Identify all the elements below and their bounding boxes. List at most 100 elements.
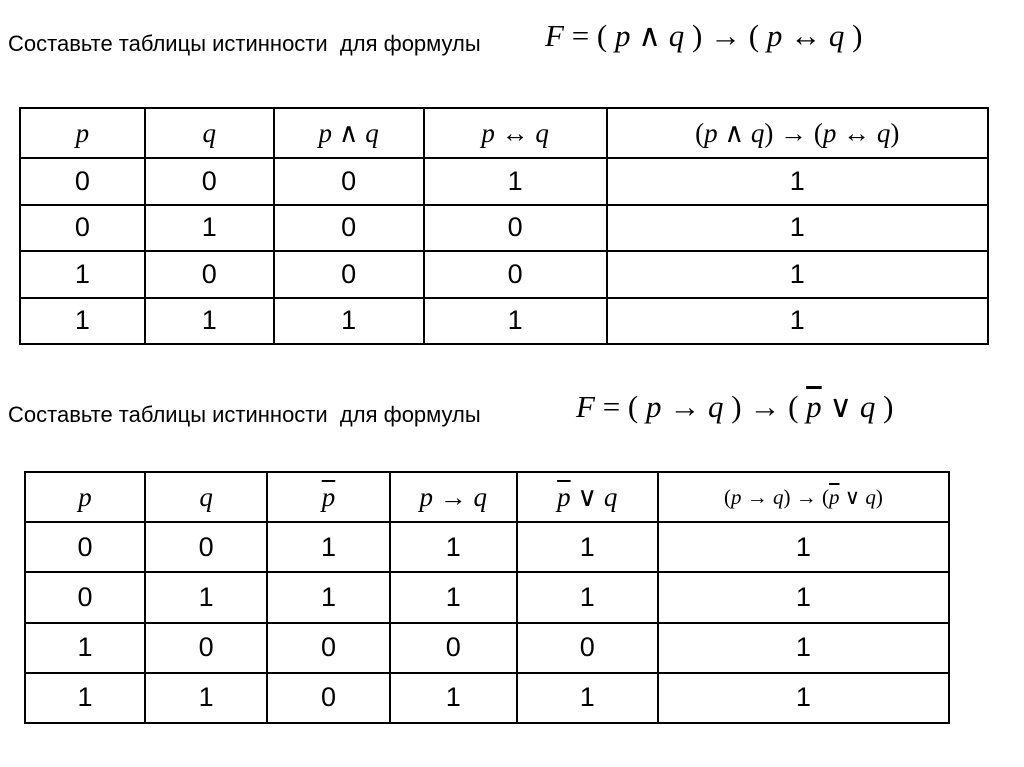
- truth-value-cell: 1: [144, 571, 269, 624]
- truth-value-cell: 1: [605, 157, 990, 206]
- math-variable: p: [481, 117, 495, 148]
- column-header: q: [143, 107, 275, 159]
- truth-value-cell: 1: [388, 520, 518, 574]
- truth-value-cell: 0: [422, 203, 608, 252]
- math-variable: q: [859, 389, 876, 424]
- column-header: p: [19, 107, 146, 159]
- truth-value-cell: 0: [266, 671, 391, 725]
- math-variable: p: [318, 117, 332, 148]
- truth-value-cell: 0: [422, 250, 608, 299]
- truth-value-cell: 1: [272, 296, 425, 345]
- truth-value-cell: 1: [23, 671, 147, 725]
- column-header: (p ∧ q) → (p ↔ q): [605, 107, 990, 159]
- math-variable: q: [202, 117, 216, 148]
- truth-value-cell: 0: [388, 621, 518, 674]
- truth-value-cell: 0: [266, 621, 391, 674]
- truth-value-cell: 1: [422, 296, 608, 345]
- truth-value-cell: 1: [605, 296, 990, 345]
- task-1-formula: F = ( p ∧ q ) → ( p ↔ q ): [545, 18, 863, 53]
- math-variable: q: [876, 117, 891, 148]
- math-variable: q: [750, 117, 765, 148]
- math-variable: q: [865, 484, 876, 509]
- truth-value-cell: 0: [23, 520, 147, 574]
- math-variable: p: [75, 117, 90, 148]
- truth-value-cell: 0: [143, 157, 275, 206]
- truth-value-cell: 0: [19, 157, 146, 206]
- truth-value-cell: 1: [23, 621, 147, 674]
- column-header: p: [23, 471, 147, 523]
- task-2-prompt: Составьте таблицы истинности для формулы: [8, 402, 481, 427]
- math-variable: p: [829, 484, 840, 509]
- column-header: (p → q) → (p ∨ q): [656, 471, 951, 523]
- truth-value-cell: 1: [19, 250, 146, 299]
- truth-value-cell: 1: [656, 621, 951, 674]
- math-variable: q: [535, 117, 549, 148]
- column-header: p ∨ q: [515, 471, 659, 523]
- truth-value-cell: 1: [144, 671, 269, 725]
- column-header: p ∧ q: [272, 107, 425, 159]
- math-variable: q: [708, 389, 724, 424]
- math-variable: q: [773, 484, 784, 509]
- truth-value-cell: 1: [656, 571, 951, 624]
- truth-value-cell: 1: [19, 296, 146, 345]
- column-header: q: [144, 471, 269, 523]
- math-variable: p: [557, 481, 571, 512]
- truth-value-cell: 1: [515, 520, 659, 574]
- truth-value-cell: 1: [656, 520, 951, 574]
- truth-value-cell: 1: [143, 203, 275, 252]
- math-variable: F: [576, 389, 595, 424]
- math-variable: p: [704, 117, 718, 148]
- truth-value-cell: 1: [388, 671, 518, 725]
- math-variable: p: [615, 18, 631, 53]
- truth-value-cell: 1: [515, 671, 659, 725]
- truth-value-cell: 1: [656, 671, 951, 725]
- math-variable: p: [78, 481, 92, 512]
- math-variable: p: [822, 117, 837, 148]
- truth-value-cell: 0: [272, 250, 425, 299]
- truth-value-cell: 0: [143, 250, 275, 299]
- math-variable: p: [806, 389, 822, 424]
- truth-value-cell: 0: [272, 203, 425, 252]
- column-header: p → q: [388, 471, 518, 523]
- truth-value-cell: 1: [266, 571, 391, 624]
- truth-value-cell: 1: [143, 296, 275, 345]
- truth-value-cell: 1: [605, 250, 990, 299]
- task-2-formula: F = ( p → q ) → ( p ∨ q ): [576, 389, 894, 424]
- math-variable: q: [603, 481, 618, 512]
- math-variable: q: [668, 18, 685, 53]
- truth-value-cell: 1: [388, 571, 518, 624]
- task-1-prompt: Составьте таблицы истинности для формулы: [8, 31, 481, 56]
- truth-value-cell: 0: [272, 157, 425, 206]
- truth-value-cell: 1: [422, 157, 608, 206]
- math-variable: q: [473, 481, 487, 512]
- math-variable: q: [199, 481, 213, 512]
- truth-value-cell: 1: [605, 203, 990, 252]
- column-header: p ↔ q: [422, 107, 608, 159]
- math-variable: p: [731, 484, 742, 509]
- math-variable: q: [365, 117, 379, 148]
- column-header: p: [266, 471, 391, 523]
- truth-value-cell: 0: [515, 621, 659, 674]
- math-variable: p: [766, 18, 783, 53]
- truth-value-cell: 0: [23, 571, 147, 624]
- math-variable: F: [545, 18, 564, 53]
- truth-value-cell: 0: [144, 621, 269, 674]
- truth-value-cell: 0: [144, 520, 269, 574]
- truth-value-cell: 0: [19, 203, 146, 252]
- truth-value-cell: 1: [515, 571, 659, 624]
- math-variable: q: [828, 18, 845, 53]
- math-variable: p: [419, 481, 433, 512]
